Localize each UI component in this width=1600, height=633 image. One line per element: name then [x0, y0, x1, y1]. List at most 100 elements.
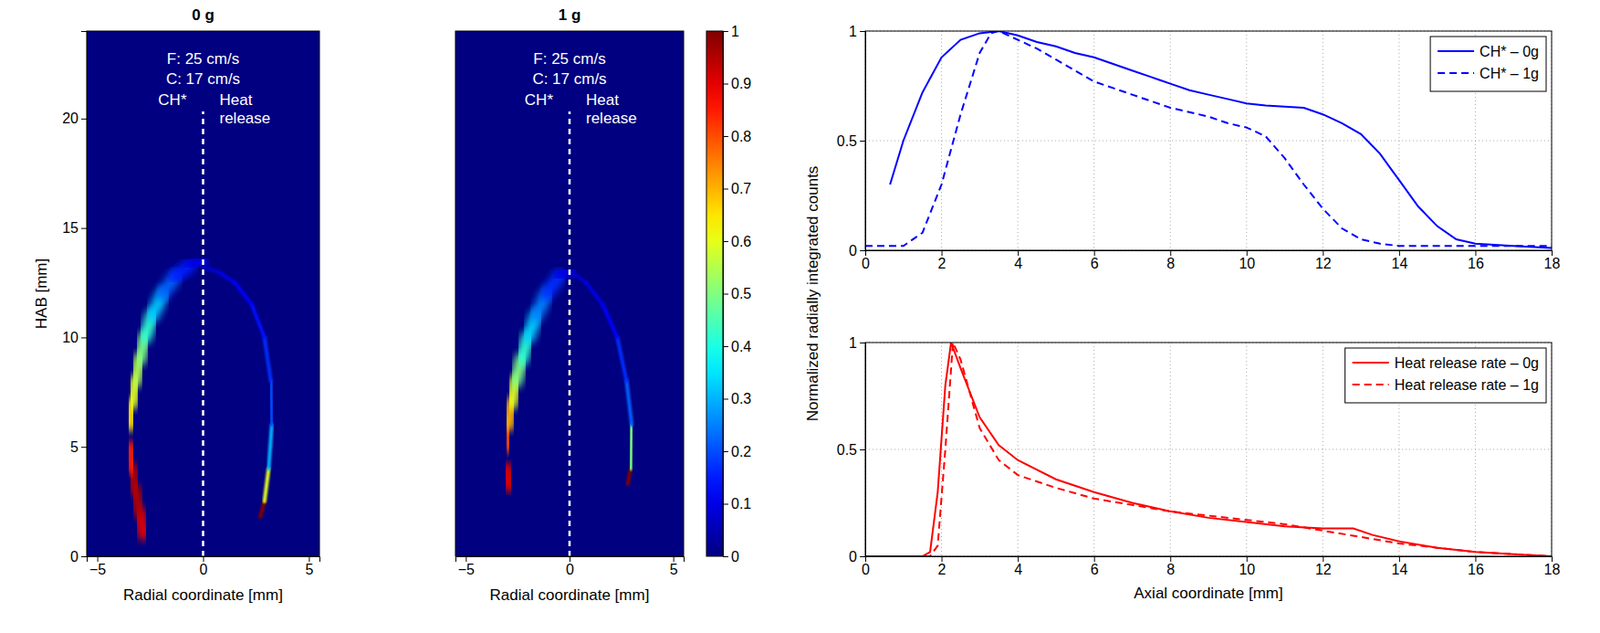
- tick: 12: [1315, 250, 1332, 272]
- tick-mark: [722, 31, 729, 32]
- x-axis: 024681012141618: [861, 555, 1560, 577]
- tick: 5: [669, 555, 679, 577]
- colorbar: 00.10.20.30.40.50.60.70.80.91: [706, 23, 752, 565]
- flame-trace: [205, 267, 272, 517]
- tick-label: 20: [62, 110, 79, 126]
- flame-segment: [602, 303, 617, 337]
- marks: [865, 31, 1552, 249]
- tick-label: 18: [1544, 255, 1561, 272]
- tick-label: 5: [304, 561, 314, 577]
- tick-label: 0.4: [731, 338, 752, 355]
- tick: 16: [1467, 555, 1485, 577]
- legend: Heat release rate – 0gHeat release rate …: [1345, 347, 1547, 403]
- tick-label: 0: [848, 548, 858, 565]
- tick-mark: [465, 555, 467, 562]
- y-axis: 05101520: [62, 31, 87, 565]
- tick-mark: [722, 345, 729, 347]
- tick: 0: [848, 242, 866, 259]
- tick: 18: [1544, 555, 1561, 577]
- panel: 02468101214161800.51Axial coordinate [mm…: [836, 334, 1561, 602]
- tick-mark: [722, 240, 729, 242]
- tick-label: 0.5: [836, 133, 858, 149]
- legend-swatch: [1437, 72, 1475, 74]
- legend: CH* – 0gCH* – 1g: [1430, 36, 1547, 92]
- panel-title: 0 g: [191, 6, 215, 24]
- flame-segment: [630, 424, 632, 469]
- axis-line: [859, 343, 867, 557]
- tick: 0.5: [836, 133, 866, 149]
- tick-mark: [859, 555, 866, 557]
- tick: 1: [848, 334, 866, 351]
- axis-line: [866, 556, 1553, 563]
- line-series: [865, 31, 1552, 246]
- legend-swatch: [1352, 361, 1390, 364]
- legend-box: [1345, 347, 1547, 403]
- flame-segment: [234, 282, 252, 305]
- grid-line: [1245, 342, 1247, 556]
- tick: 4: [1014, 250, 1023, 272]
- axis-line: [723, 31, 730, 557]
- tick-mark: [1399, 250, 1401, 256]
- tick-label: 0: [70, 548, 79, 565]
- tick: 0.7: [722, 180, 752, 197]
- tick-mark: [673, 555, 675, 562]
- grid-line: [1170, 342, 1172, 556]
- tick-label: 0.9: [731, 75, 752, 92]
- tick: 16: [1467, 250, 1485, 272]
- legend-label: Heat release rate – 1g: [1394, 376, 1539, 393]
- tick: 0.8: [722, 128, 752, 145]
- tick-mark: [722, 188, 729, 190]
- grid-line: [1093, 31, 1095, 251]
- line-series: [865, 342, 1552, 556]
- tick-mark: [722, 503, 729, 505]
- axis-line: [866, 250, 1553, 257]
- tick-mark: [81, 336, 87, 338]
- tick: 18: [1544, 250, 1561, 272]
- figure: F: 25 cm/sC: 17 cm/sCH*Heatrelease−50505…: [0, 0, 1600, 633]
- tick: 1: [848, 23, 866, 40]
- tick-label: 1: [848, 334, 858, 351]
- tick-mark: [1474, 250, 1476, 256]
- tick-mark: [859, 449, 866, 450]
- marks: [130, 261, 272, 534]
- tick-mark: [722, 293, 729, 295]
- axis-line: [81, 31, 88, 557]
- y-axis-title: HAB [mm]: [32, 258, 51, 329]
- grid-line: [865, 449, 1552, 450]
- tick: 14: [1390, 250, 1408, 272]
- tick-label: −5: [458, 561, 475, 577]
- tick-mark: [859, 342, 866, 344]
- tick-label: 0: [731, 548, 740, 565]
- panel: F: 25 cm/sC: 17 cm/sCH*Heatrelease−5051 …: [455, 6, 685, 604]
- grid-line: [1017, 31, 1019, 251]
- tick: 4: [1014, 555, 1023, 577]
- x-axis-title: Radial coordinate [mm]: [123, 585, 283, 604]
- plot-frame: [455, 31, 684, 556]
- tick-mark: [1170, 250, 1172, 256]
- tick-label: 1: [731, 23, 740, 40]
- tick-label: 5: [70, 439, 79, 455]
- tick-mark: [941, 555, 943, 562]
- tick: 0.9: [722, 75, 752, 92]
- flame-segment: [190, 261, 204, 266]
- tick-mark: [941, 250, 943, 256]
- tick-label: 0: [861, 255, 870, 272]
- tick-label: 6: [1090, 561, 1099, 577]
- tick: 2: [938, 555, 947, 577]
- tick-mark: [97, 555, 99, 562]
- y-axis-title: Normalized radially integrated counts: [804, 166, 822, 422]
- tick-mark: [1170, 555, 1172, 562]
- flame-trace: [571, 271, 632, 484]
- flame-segment: [585, 282, 603, 305]
- tick-label: 0: [848, 242, 858, 259]
- divider: [568, 111, 572, 556]
- panel-title: 1 g: [558, 6, 582, 24]
- legend-label: CH* – 0g: [1479, 43, 1539, 60]
- tick-mark: [1474, 555, 1476, 562]
- tick: 15: [62, 219, 87, 236]
- grid-line: [941, 31, 942, 251]
- grid-line: [1170, 31, 1172, 251]
- plot-frame: [865, 342, 1552, 556]
- tick: 2: [938, 250, 947, 272]
- tick-mark: [859, 140, 866, 142]
